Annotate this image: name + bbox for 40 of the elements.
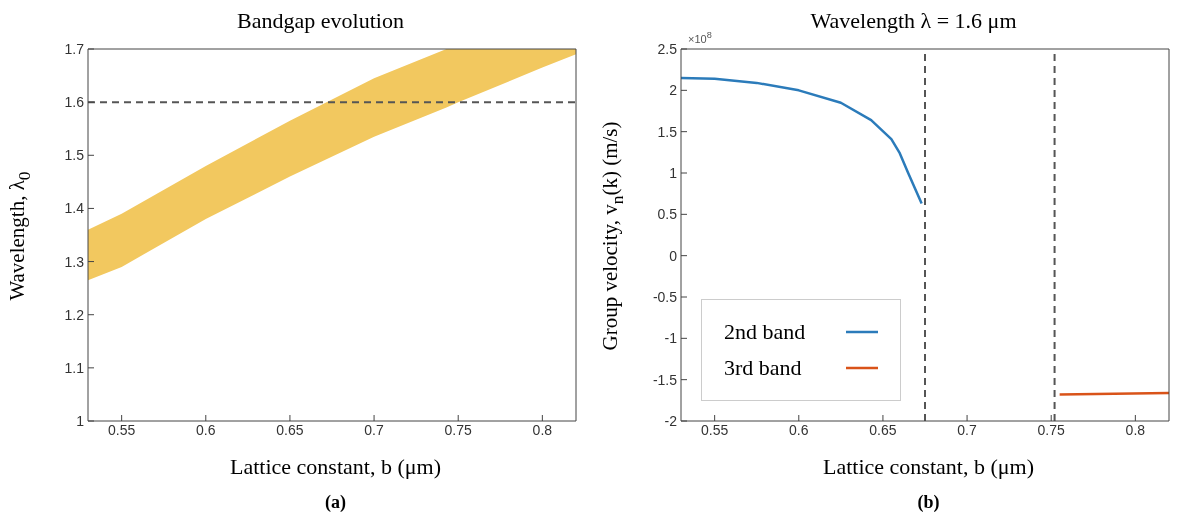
legend-label: 3rd band <box>724 354 803 382</box>
y-tick-label: -2 <box>664 412 678 429</box>
x-tick-label: 0.8 <box>532 421 553 438</box>
y-tick-label: 1 <box>669 164 678 181</box>
x-tick-label: 0.8 <box>1125 421 1146 438</box>
y-tick-label: 1.7 <box>64 40 85 57</box>
line-series <box>681 76 923 205</box>
x-tick-label: 0.65 <box>276 421 304 438</box>
text: ×10$^{8}$ <box>688 30 712 45</box>
x-tick-label: 0.75 <box>444 421 473 438</box>
text: (a) <box>325 492 346 512</box>
y-tick-label: 1.3 <box>64 253 85 270</box>
y-tick-label: 1.6 <box>64 94 85 111</box>
x-tick-label: 0.55 <box>701 421 729 438</box>
y-tick-label: 2.5 <box>657 40 678 57</box>
y-tick-label: 0 <box>669 247 678 264</box>
x-tick-label: 0.6 <box>789 421 809 438</box>
y-tick-label: 1.5 <box>64 147 85 164</box>
x-tick-label: 0.75 <box>1037 421 1066 438</box>
x-axis-title: Lattice constant, b (μm) <box>823 454 1034 479</box>
y-tick-label: 1.5 <box>657 123 678 140</box>
y-tick-label: 1.1 <box>64 359 85 376</box>
x-tick-label: 0.6 <box>196 421 216 438</box>
y-tick-label: -0.5 <box>652 288 678 305</box>
x-tick-label: 0.7 <box>364 421 385 438</box>
x-axis-title: Lattice constant, b (μm) <box>230 454 441 479</box>
y-tick-label: 1 <box>76 412 85 429</box>
chart-title: Bandgap evolution <box>237 8 404 33</box>
y-tick-label: -1 <box>664 330 678 347</box>
y-tick-label: 0.5 <box>657 206 678 223</box>
x-tick-label: 0.55 <box>108 421 136 438</box>
legend-label: 2nd band <box>724 318 807 346</box>
chart-title: Wavelength λ = 1.6 μm <box>810 8 1017 33</box>
y-tick-label: 1.4 <box>64 200 85 217</box>
text: (b) <box>917 492 940 512</box>
x-tick-label: 0.7 <box>957 421 978 438</box>
y-tick-label: -1.5 <box>652 371 678 388</box>
y-tick-label: 2 <box>669 82 678 99</box>
x-tick-label: 0.65 <box>869 421 897 438</box>
y-tick-label: 1.2 <box>64 306 85 323</box>
